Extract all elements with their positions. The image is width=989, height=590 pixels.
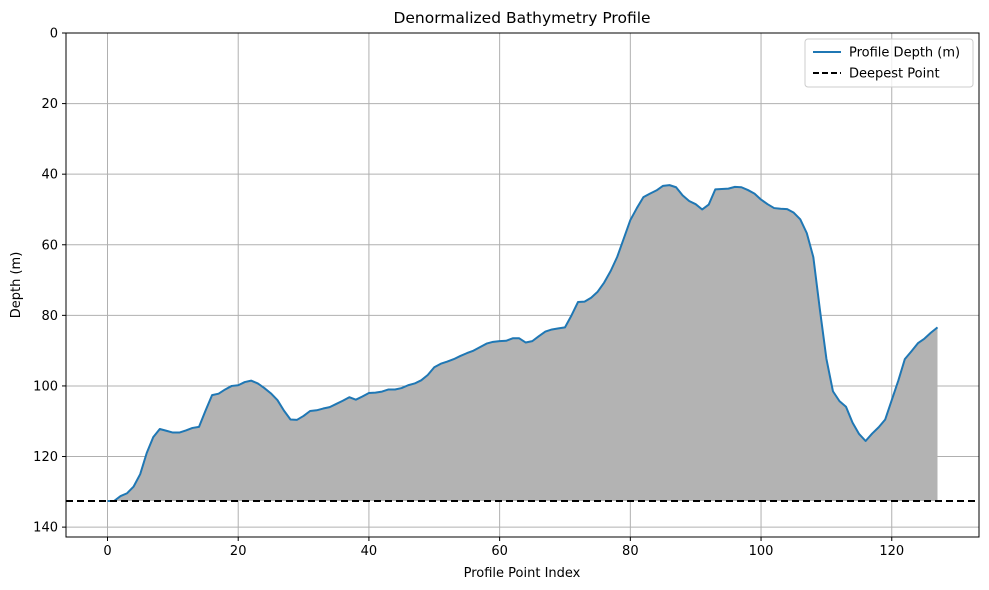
profile-depth-line (107, 184, 939, 502)
y-tick-label: 100 (33, 379, 58, 394)
y-tick-label: 120 (33, 450, 58, 465)
y-tick-label: 40 (41, 168, 58, 183)
y-tick-label: 60 (41, 238, 58, 253)
y-tick-label: 80 (41, 309, 58, 324)
x-tick-label: 60 (491, 544, 508, 559)
x-tick-label: 20 (230, 544, 247, 559)
x-axis-ticks: 0 20 40 60 80 100 120 (103, 537, 904, 559)
x-tick-label: 40 (361, 544, 378, 559)
y-tick-label: 0 (50, 27, 58, 42)
profile-area-fill (107, 185, 938, 501)
x-axis-title: Profile Point Index (464, 566, 581, 581)
chart-title: Denormalized Bathymetry Profile (393, 9, 650, 27)
legend-label-deepest: Deepest Point (849, 67, 940, 82)
legend-box (804, 38, 974, 88)
x-tick-label: 0 (103, 544, 111, 559)
y-axis-title: Depth (m) (9, 252, 24, 319)
y-axis-ticks: 0 20 40 60 80 100 120 140 (33, 27, 66, 536)
x-tick-label: 80 (622, 544, 639, 559)
legend-label-profile: Profile Depth (m) (849, 46, 960, 61)
legend: Profile Depth (m) Deepest Point (804, 38, 974, 88)
plot-frame (65, 32, 980, 538)
y-tick-label: 140 (33, 521, 58, 536)
x-tick-label: 100 (749, 544, 774, 559)
x-tick-label: 120 (879, 544, 904, 559)
y-tick-label: 20 (41, 97, 58, 112)
